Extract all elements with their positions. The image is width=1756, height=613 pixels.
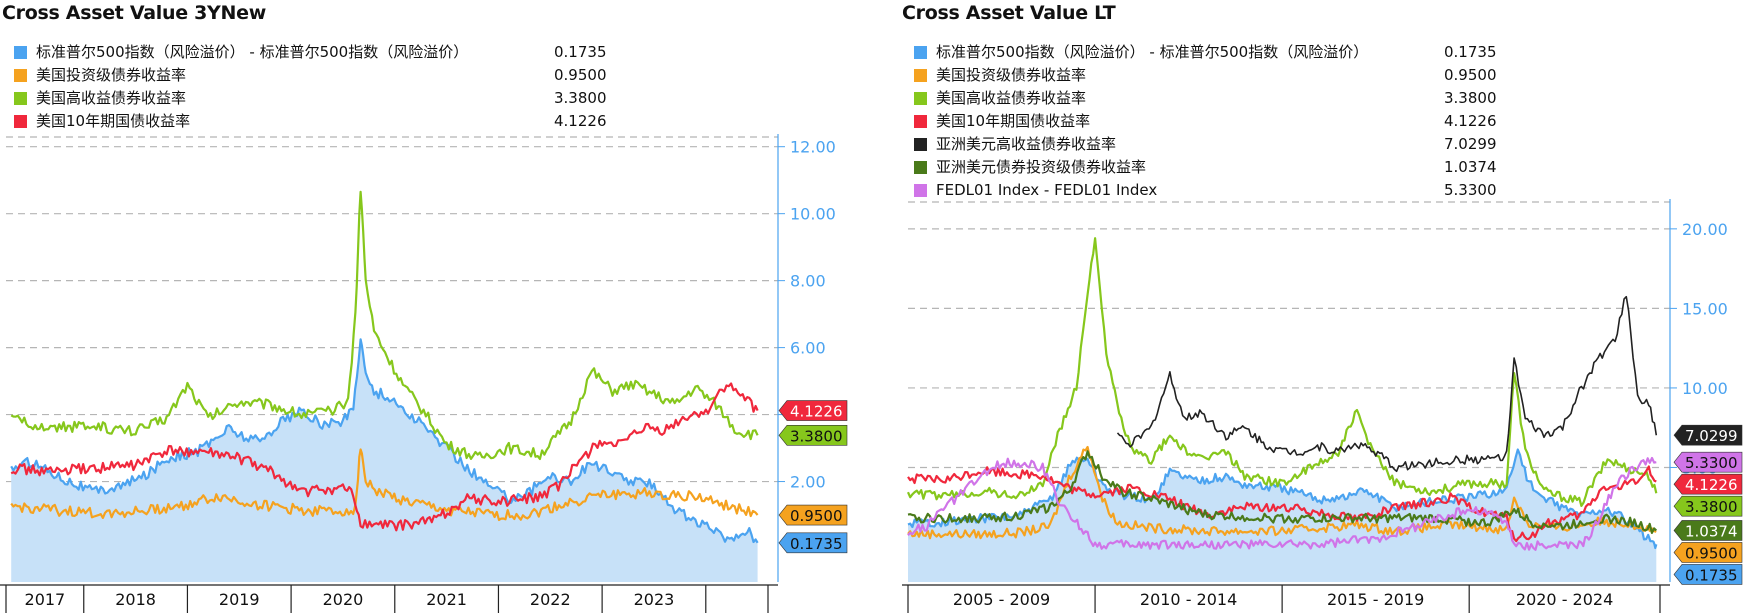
legend-value: 4.1226 bbox=[554, 112, 607, 130]
chart-panel-left: Cross Asset Value 3YNew 标准普尔500指数（风险溢价） … bbox=[0, 0, 860, 613]
series-line bbox=[907, 450, 1658, 534]
value-tag bbox=[1673, 520, 1743, 541]
gridlines bbox=[908, 201, 1670, 469]
x-tick-label: 2020 - 2024 bbox=[1516, 590, 1613, 609]
chart-panel-right: Cross Asset Value LT 标准普尔500指数（风险溢价） - 标… bbox=[900, 0, 1756, 613]
series-group bbox=[906, 237, 1658, 582]
value-tag bbox=[1673, 451, 1743, 473]
y-tick-label: 20.00 bbox=[1682, 220, 1728, 239]
legend-swatch bbox=[914, 138, 927, 151]
legend-value: 0.1735 bbox=[1444, 43, 1497, 61]
x-tick-label: 2017 bbox=[25, 590, 66, 609]
value-tag bbox=[778, 400, 848, 421]
value-tag bbox=[1673, 564, 1743, 585]
chart-plot: 2.004.006.008.0010.0012.004.12263.38000.… bbox=[0, 134, 848, 613]
legend-label: 美国10年期国债收益率 bbox=[936, 112, 1091, 130]
x-tick-label: 2018 bbox=[115, 590, 156, 609]
value-tag-label: 4.1226 bbox=[790, 403, 843, 421]
chart-title: Cross Asset Value LT bbox=[902, 2, 1116, 24]
series-line bbox=[10, 448, 759, 522]
y-tick-label: 8.00 bbox=[790, 272, 826, 291]
value-tag-label: 0.9500 bbox=[790, 507, 843, 525]
legend-swatch bbox=[914, 115, 927, 128]
y-tick-label: 2.00 bbox=[790, 473, 826, 492]
chart-title: Cross Asset Value 3YNew bbox=[2, 2, 266, 24]
legend-label: 美国高收益债券收益率 bbox=[936, 89, 1087, 107]
legend-label: 亚洲美元高收益债券收益率 bbox=[936, 135, 1117, 153]
legend-swatch bbox=[914, 161, 927, 174]
chart-plot: 5.0010.0015.0020.007.02995.33004.12263.3… bbox=[902, 199, 1743, 613]
legend-value: 3.3800 bbox=[1444, 89, 1497, 107]
series-line bbox=[10, 382, 759, 532]
value-tag-label: 1.0374 bbox=[1685, 522, 1738, 540]
legend-swatch bbox=[914, 92, 927, 105]
value-tag bbox=[1673, 424, 1743, 446]
legend-swatch bbox=[14, 115, 27, 128]
value-tag-label: 5.3300 bbox=[1685, 454, 1738, 472]
legend-label: 美国投资级债券收益率 bbox=[36, 66, 187, 84]
value-tag-label: 0.1735 bbox=[1685, 566, 1738, 584]
legend-value: 4.1226 bbox=[1444, 112, 1497, 130]
x-tick-label: 2020 bbox=[323, 590, 364, 609]
legend-swatch bbox=[14, 46, 27, 59]
legend-label: 标准普尔500指数（风险溢价） - 标准普尔500指数（风险溢价） bbox=[936, 43, 1369, 61]
y-tick-label: 15.00 bbox=[1682, 299, 1728, 318]
value-tag-label: 7.0299 bbox=[1685, 427, 1738, 445]
legend-label: 亚洲美元债券投资级债券收益率 bbox=[936, 158, 1147, 176]
legend-swatch bbox=[14, 92, 27, 105]
x-tick-label: 2019 bbox=[219, 590, 260, 609]
series-line bbox=[907, 456, 1657, 551]
x-tick-label: 2010 - 2014 bbox=[1140, 590, 1237, 609]
value-tag-label: 4.1226 bbox=[1685, 476, 1738, 494]
value-tag-label: 3.3800 bbox=[790, 427, 843, 445]
series-line bbox=[906, 237, 1658, 507]
value-tag bbox=[1673, 495, 1743, 517]
value-tag-label: 3.3800 bbox=[1685, 498, 1738, 516]
value-tag bbox=[778, 425, 848, 446]
value-tag bbox=[778, 504, 848, 526]
legend-value: 1.0374 bbox=[1444, 158, 1497, 176]
x-tick-label: 2021 bbox=[426, 590, 467, 609]
legend-swatch bbox=[914, 46, 927, 59]
x-axis: 2005 - 2009 2010 - 2014 2015 - 2019 2020 - … bbox=[902, 584, 1670, 613]
y-tick-label: 6.00 bbox=[790, 339, 826, 358]
legend-label: 美国10年期国债收益率 bbox=[36, 112, 191, 130]
y-tick-label: 10.00 bbox=[1682, 379, 1728, 398]
x-axis: 2017 2018 2019 2020 2021 2022 2023 bbox=[0, 584, 778, 613]
legend-value: 0.9500 bbox=[1444, 66, 1497, 84]
legend-label: FEDL01 Index - FEDL01 Index bbox=[936, 181, 1158, 199]
value-tag bbox=[1673, 542, 1743, 563]
legend-swatch bbox=[914, 184, 927, 197]
legend-value: 7.0299 bbox=[1444, 135, 1497, 153]
legend-label: 美国高收益债券收益率 bbox=[36, 89, 187, 107]
last-value-labels: 4.1226 3.3800 0.9500 0.1735 bbox=[778, 400, 848, 554]
x-tick-label: 2005 - 2009 bbox=[953, 590, 1050, 609]
series-line bbox=[907, 465, 1657, 543]
last-value-labels: 7.0299 5.3300 4.1226 3.3800 1.0374 0.9500 0.17… bbox=[1673, 424, 1743, 585]
legend-swatch bbox=[914, 69, 927, 82]
series-group bbox=[10, 190, 759, 582]
legend-label: 美国投资级债券收益率 bbox=[936, 66, 1087, 84]
series-line bbox=[1116, 295, 1658, 473]
value-tag bbox=[1673, 473, 1743, 495]
value-tag-label: 0.1735 bbox=[790, 535, 843, 553]
legend-label: 标准普尔500指数（风险溢价） - 标准普尔500指数（风险溢价） bbox=[36, 43, 469, 61]
legend-value: 3.3800 bbox=[554, 89, 607, 107]
series-area bbox=[11, 339, 758, 582]
y-tick-label: 12.00 bbox=[790, 138, 836, 157]
legend-value: 0.9500 bbox=[554, 66, 607, 84]
series-line bbox=[10, 338, 759, 544]
x-tick-label: 2022 bbox=[530, 590, 571, 609]
legend-swatch bbox=[14, 69, 27, 82]
legend-value: 5.3300 bbox=[1444, 181, 1497, 199]
x-tick-label: 2015 - 2019 bbox=[1327, 590, 1424, 609]
series-line bbox=[907, 445, 1657, 540]
legend-value: 0.1735 bbox=[554, 43, 607, 61]
value-tag-label: 0.9500 bbox=[1685, 544, 1738, 562]
x-tick-label: 2023 bbox=[634, 590, 675, 609]
series-line bbox=[10, 190, 759, 461]
value-tag bbox=[778, 532, 848, 554]
series-line bbox=[907, 448, 1658, 550]
y-tick-label: 10.00 bbox=[790, 205, 836, 224]
